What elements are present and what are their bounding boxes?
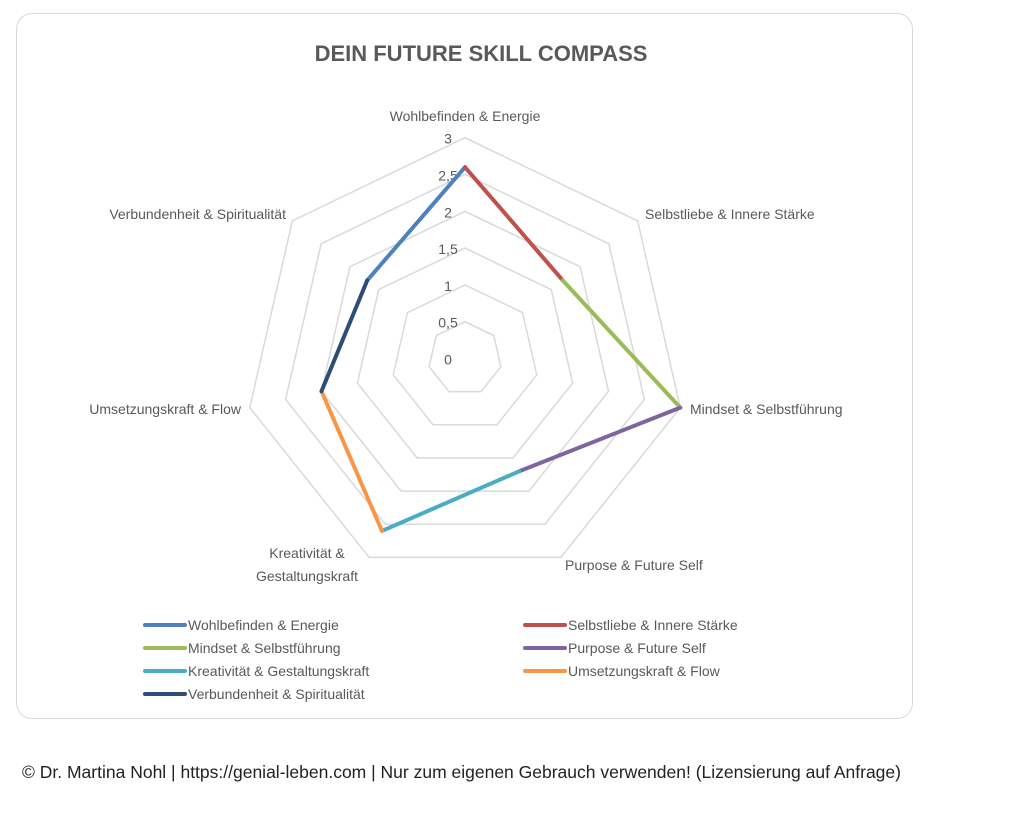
series-line: [365, 165, 467, 283]
legend-label: Wohlbefinden & Energie: [188, 617, 339, 633]
axis-label: Verbundenheit & Spiritualität: [109, 206, 286, 222]
series-line: [319, 389, 384, 533]
axis-label: Purpose & Future Self: [565, 557, 703, 573]
axis-label: Umsetzungskraft & Flow: [89, 401, 242, 417]
tick-label: 0,5: [438, 315, 458, 331]
axis-label: Selbstliebe & Innere Stärke: [645, 206, 815, 222]
grid-ring: [356, 247, 574, 459]
legend-label: Purpose & Future Self: [568, 640, 706, 656]
axis-label: Gestaltungskraft: [256, 568, 358, 584]
grid-ring: [320, 210, 610, 492]
series-line: [463, 165, 565, 283]
chart-title: DEIN FUTURE SKILL COMPASS: [315, 41, 648, 66]
series-line: [319, 278, 370, 394]
chart-frame: [16, 13, 913, 719]
legend-label: Mindset & Selbstführung: [188, 640, 341, 656]
legend-label: Selbstliebe & Innere Stärke: [568, 617, 738, 633]
legend-label: Umsetzungskraft & Flow: [568, 663, 721, 679]
grid-ring: [248, 136, 682, 559]
tick-label: 1: [444, 278, 452, 294]
copyright-footer: © Dr. Martina Nohl | https://genial-lebe…: [22, 762, 901, 782]
series-line: [379, 469, 522, 533]
grid-ring: [284, 173, 646, 526]
grid-ring: [392, 284, 538, 426]
tick-label: 1,5: [438, 241, 458, 257]
tick-label: 2: [444, 204, 452, 220]
legend-label: Verbundenheit & Spiritualität: [188, 686, 365, 702]
axis-label: Wohlbefinden & Energie: [390, 108, 541, 124]
tick-label: 0: [444, 352, 452, 368]
axis-label: Mindset & Selbstführung: [690, 401, 843, 417]
axis-label: Kreativität &: [269, 545, 345, 561]
tick-label: 3: [444, 131, 452, 147]
series-line: [560, 278, 683, 410]
legend-label: Kreativität & Gestaltungskraft: [188, 663, 369, 679]
series-line: [517, 405, 683, 474]
grid-ring: [428, 320, 502, 393]
